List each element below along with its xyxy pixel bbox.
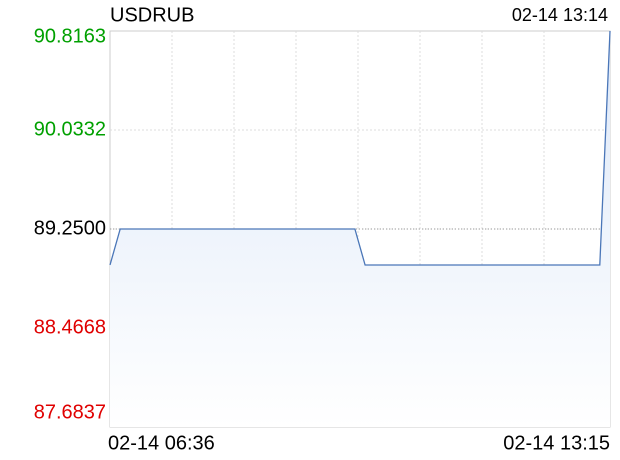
- y-tick-label: 90.8163: [34, 25, 106, 47]
- x-tick-label: 02-14 06:36: [108, 432, 215, 454]
- timestamp: 02-14 13:14: [512, 5, 608, 25]
- y-tick-label: 89.2500: [34, 217, 106, 239]
- y-tick-label: 88.4668: [34, 316, 106, 338]
- y-tick-label: 90.0332: [34, 118, 106, 140]
- x-tick-label: 02-14 13:15: [503, 432, 610, 454]
- y-tick-label: 87.6837: [34, 401, 106, 423]
- chart-title: USDRUB: [110, 4, 194, 26]
- price-line: [109, 30, 611, 266]
- area: [110, 31, 610, 427]
